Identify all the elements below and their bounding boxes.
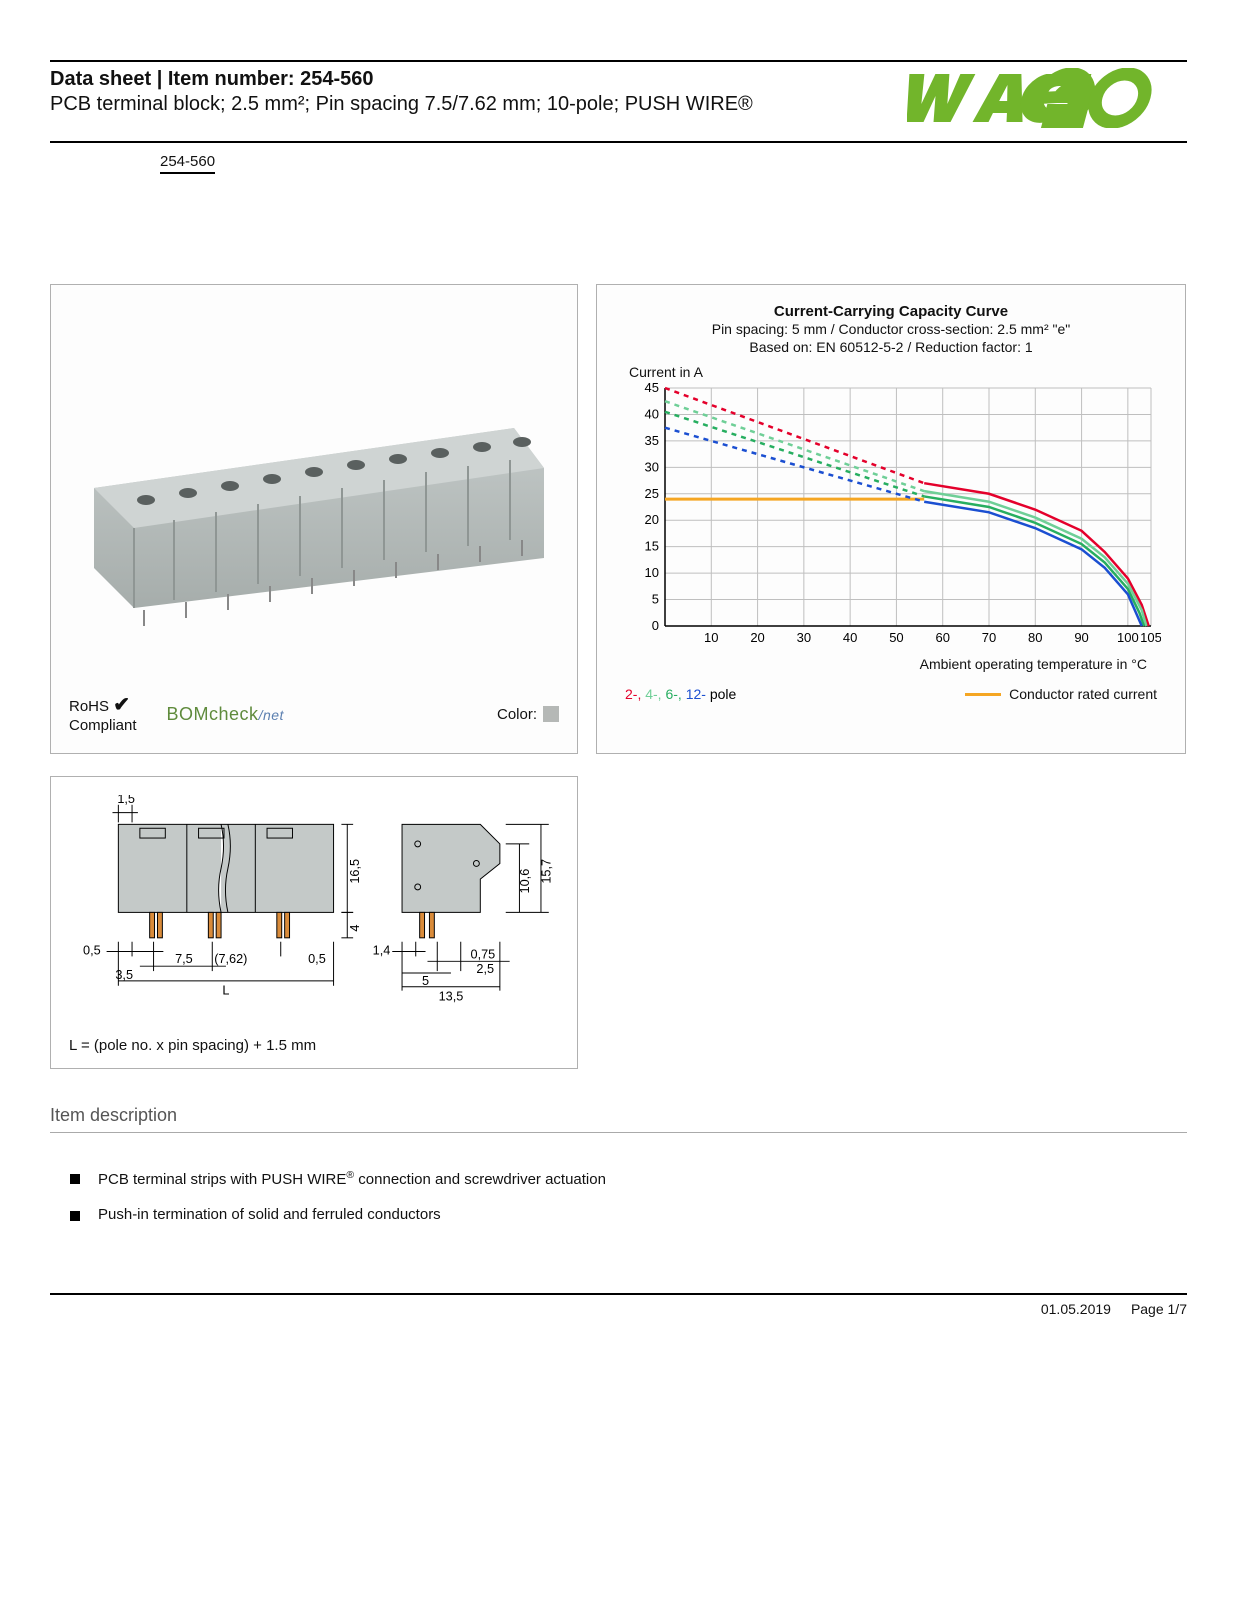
legend-pole-12: 12- (686, 686, 706, 702)
footer-page: Page 1/7 (1131, 1301, 1187, 1317)
chart-sub1: Pin spacing: 5 mm / Conductor cross-sect… (712, 321, 1071, 337)
dim-pin: 4 (347, 925, 362, 932)
chart-sub2: Based on: EN 60512-5-2 / Reduction facto… (749, 339, 1032, 355)
chart-title: Current-Carrying Capacity Curve (615, 303, 1167, 320)
svg-text:50: 50 (889, 630, 903, 645)
check-icon: ✔ (113, 694, 130, 716)
dim-length: L (222, 983, 229, 998)
footer-date: 01.05.2019 (1041, 1301, 1111, 1317)
svg-text:35: 35 (645, 433, 659, 448)
bomcheck-suffix: /net (259, 707, 284, 723)
dim-pitch-alt: (7,62) (214, 951, 247, 966)
header-text-block: Data sheet | Item number: 254-560 PCB te… (50, 68, 907, 116)
svg-text:0: 0 (652, 618, 659, 633)
bullet-icon (70, 1211, 80, 1221)
bullet-item: Push-in termination of solid and ferrule… (70, 1206, 1187, 1223)
legend-rated-label: Conductor rated current (1009, 686, 1157, 702)
dim-side-total: 13,5 (439, 988, 464, 1003)
svg-text:30: 30 (645, 460, 659, 475)
svg-text:10: 10 (704, 630, 718, 645)
svg-text:40: 40 (645, 407, 659, 422)
chart-svg: 0 5 10 15 20 25 30 35 40 45 10 20 30 40 50 60 70 80 90 1001… (621, 382, 1161, 650)
dim-left-margin: 3,5 (115, 967, 133, 982)
item-number-link[interactable]: 254-560 (160, 153, 215, 174)
dim-side-h1: 10,6 (517, 869, 532, 894)
rohs-badge: RoHS ✔ Compliant (69, 693, 137, 735)
product-image (69, 303, 559, 693)
dimensions-drawing: 1,5 16,5 4 0,5 7,5 (7,62) 3,5 (69, 795, 559, 1020)
bullet-item: PCB terminal strips with PUSH WIRE® conn… (70, 1169, 1187, 1188)
dim-right-margin: 0,5 (308, 951, 326, 966)
dim-side-w: 1,4 (373, 942, 391, 957)
bullet-icon (70, 1174, 80, 1184)
description-bullets: PCB terminal strips with PUSH WIRE® conn… (70, 1169, 1187, 1223)
svg-text:20: 20 (645, 513, 659, 528)
svg-text:10: 10 (645, 565, 659, 580)
bomcheck-label: BOMcheck (167, 704, 259, 724)
svg-text:30: 30 (797, 630, 811, 645)
color-indicator: Color: (497, 706, 559, 723)
svg-text:60: 60 (935, 630, 949, 645)
dim-height: 16,5 (347, 859, 362, 884)
rohs-label: RoHS (69, 698, 109, 715)
product-panel: RoHS ✔ Compliant BOMcheck/net Color: (50, 284, 578, 754)
svg-text:40: 40 (843, 630, 857, 645)
svg-text:5: 5 (652, 592, 659, 607)
svg-text:15: 15 (645, 539, 659, 554)
dim-left-edge: 0,5 (83, 942, 101, 957)
color-label-text: Color: (497, 706, 537, 723)
chart-ylabel: Current in A (629, 364, 1167, 380)
chart-panel: Current-Carrying Capacity Curve Pin spac… (596, 284, 1186, 754)
legend-poles: 2-, 4-, 6-, 12- pole (625, 686, 736, 702)
item-description-heading: Item description (50, 1105, 1187, 1133)
dimensions-formula: L = (pole no. x pin spacing) + 1.5 mm (69, 1037, 559, 1054)
svg-text:70: 70 (982, 630, 996, 645)
legend-rated-current: Conductor rated current (965, 686, 1157, 702)
bomcheck-badge: BOMcheck/net (167, 704, 284, 725)
dim-side-h2: 15,7 (539, 859, 554, 884)
legend-pole-2: 2-, (625, 686, 645, 702)
chart-subtitle: Pin spacing: 5 mm / Conductor cross-sect… (615, 320, 1167, 356)
bullet-text: PCB terminal strips with PUSH WIRE® conn… (98, 1169, 606, 1188)
datasheet-title: Data sheet | Item number: 254-560 (50, 68, 907, 91)
dim-top: 1,5 (117, 795, 135, 806)
footer: 01.05.2019 Page 1/7 (50, 1301, 1187, 1317)
dim-side-gap: 2,5 (476, 961, 494, 976)
svg-text:20: 20 (750, 630, 764, 645)
datasheet-subtitle: PCB terminal block; 2.5 mm²; Pin spacing… (50, 93, 907, 116)
svg-text:25: 25 (645, 486, 659, 501)
svg-text:45: 45 (645, 382, 659, 395)
compliance-row: RoHS ✔ Compliant BOMcheck/net Color: (69, 693, 559, 735)
legend-line-icon (965, 693, 1001, 696)
dimensions-panel: 1,5 16,5 4 0,5 7,5 (7,62) 3,5 (50, 776, 578, 1069)
legend-pole-6: 6-, (665, 686, 685, 702)
svg-text:80: 80 (1028, 630, 1042, 645)
top-panels: RoHS ✔ Compliant BOMcheck/net Color: Cur… (50, 284, 1187, 754)
svg-text:90: 90 (1074, 630, 1088, 645)
dim-side-pin: 0,75 (471, 946, 496, 961)
chart-xlabel: Ambient operating temperature in °C (615, 656, 1147, 672)
bullet-text: Push-in termination of solid and ferrule… (98, 1206, 441, 1223)
color-swatch (543, 706, 559, 722)
wago-logo (907, 68, 1187, 131)
dim-pitch: 7,5 (175, 951, 193, 966)
dim-side-base: 5 (422, 973, 429, 988)
header: Data sheet | Item number: 254-560 PCB te… (50, 60, 1187, 143)
legend-poles-suffix: pole (706, 686, 736, 702)
footer-rule (50, 1293, 1187, 1295)
legend-pole-4: 4-, (645, 686, 665, 702)
compliant-label: Compliant (69, 717, 137, 734)
svg-text:105: 105 (1140, 630, 1161, 645)
svg-text:100: 100 (1117, 630, 1139, 645)
chart-legend: 2-, 4-, 6-, 12- pole Conductor rated cur… (615, 686, 1167, 702)
